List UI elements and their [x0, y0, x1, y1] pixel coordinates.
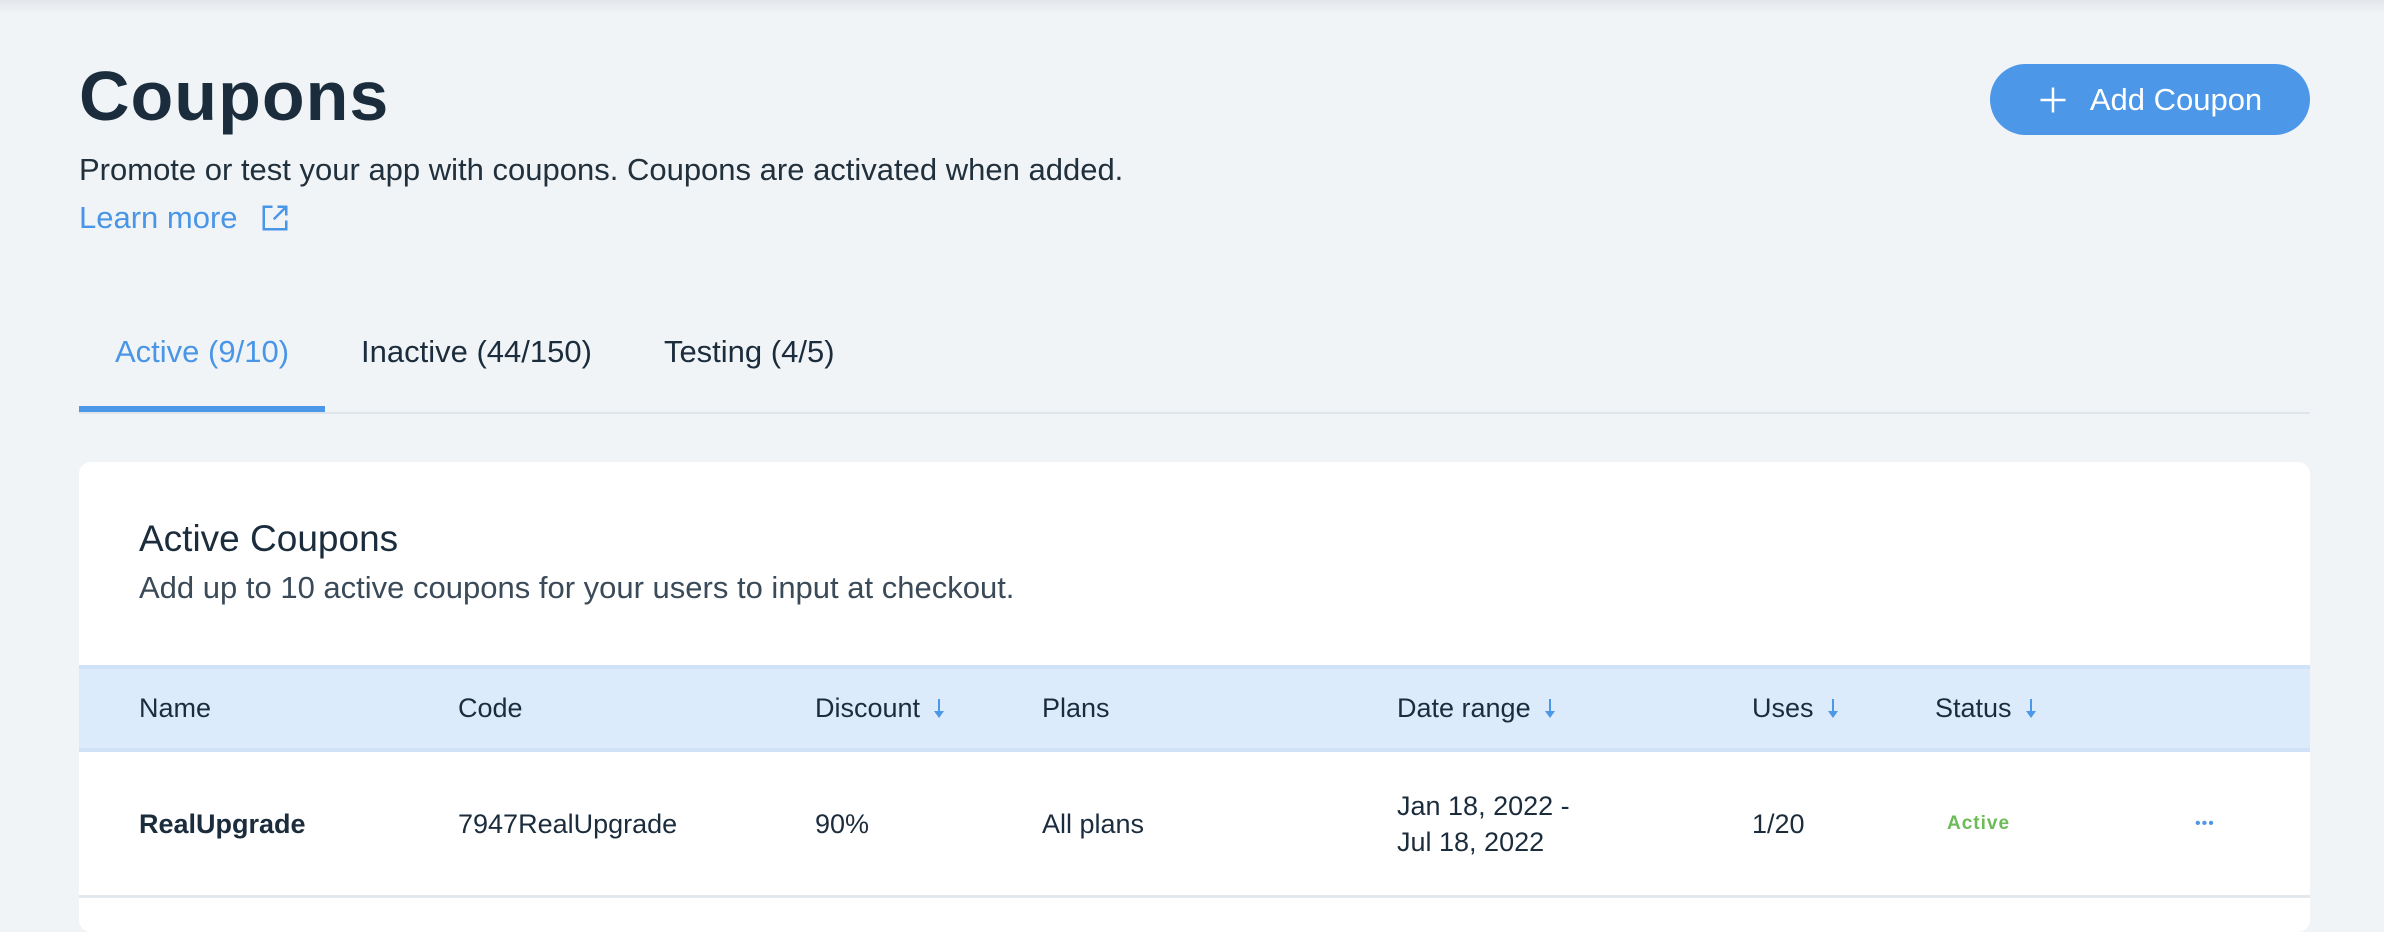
sort-arrow-down-icon — [2025, 698, 2036, 718]
plus-icon — [2040, 87, 2066, 112]
column-label: Status — [1935, 693, 2012, 723]
date-end: Jul 18, 2022 — [1397, 826, 1545, 857]
page-subtitle: Promote or test your app with coupons. C… — [79, 152, 1124, 187]
active-coupons-card: Active Coupons Add up to 10 active coupo… — [79, 462, 2310, 932]
tab-testing[interactable]: Testing (4/5) — [663, 334, 835, 369]
column-code: Code — [458, 669, 523, 748]
top-shadow — [0, 0, 2384, 14]
sort-arrow-down-icon — [1827, 698, 1838, 718]
cell-date-range: Jan 18, 2022 - Jul 18, 2022 — [1397, 752, 1570, 895]
cell-uses: 1/20 — [1752, 808, 1805, 839]
date-start: Jan 18, 2022 - — [1397, 790, 1570, 821]
external-link-icon — [262, 205, 288, 231]
add-coupon-label: Add Coupon — [2089, 81, 2263, 117]
cell-name: RealUpgrade — [139, 808, 306, 839]
status-badge: Active — [1947, 812, 2011, 834]
cell-code: 7947RealUpgrade — [458, 808, 678, 839]
column-uses[interactable]: Uses — [1752, 669, 1840, 748]
more-actions-icon[interactable]: ••• — [2195, 814, 2215, 832]
table-row[interactable]: RealUpgrade 7947RealUpgrade 90% All plan… — [79, 752, 2310, 898]
column-plans: Plans — [1042, 669, 1110, 748]
tab-active[interactable]: Active (9/10) — [79, 330, 326, 412]
column-label: Plans — [1042, 693, 1110, 723]
cell-plans: All plans — [1042, 808, 1145, 839]
page-title: Coupons — [79, 57, 390, 135]
table-header: Name Code Discount Plans Date range Uses… — [79, 665, 2310, 752]
column-label: Discount — [815, 693, 921, 723]
tab-inactive[interactable]: Inactive (44/150) — [361, 334, 592, 369]
sort-arrow-down-icon — [1544, 698, 1555, 718]
column-label: Code — [458, 693, 523, 723]
column-status[interactable]: Status — [1935, 669, 2038, 748]
column-name: Name — [139, 669, 211, 748]
sort-arrow-down-icon — [934, 698, 945, 718]
column-label: Date range — [1397, 693, 1531, 723]
card-title: Active Coupons — [139, 518, 399, 559]
card-subtitle: Add up to 10 active coupons for your use… — [139, 570, 1015, 605]
tabs: Active (9/10) Inactive (44/150) Testing … — [79, 330, 2310, 414]
learn-more-label: Learn more — [79, 200, 238, 235]
add-coupon-button[interactable]: Add Coupon — [1990, 64, 2310, 135]
cell-discount: 90% — [815, 808, 870, 839]
learn-more-link[interactable]: Learn more — [79, 200, 290, 236]
column-label: Name — [139, 693, 212, 723]
column-date-range[interactable]: Date range — [1397, 669, 1557, 748]
column-label: Uses — [1752, 693, 1814, 723]
column-discount[interactable]: Discount — [815, 669, 946, 748]
